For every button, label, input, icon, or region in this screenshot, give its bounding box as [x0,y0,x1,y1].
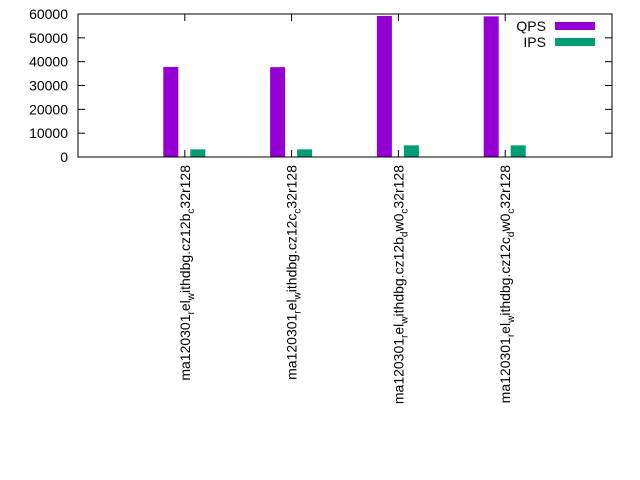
label-subscript: c [506,209,517,214]
label-subscript: r [399,334,410,338]
label-segment: 32r128 [284,165,300,209]
label-prefix: ma120301 [284,313,300,379]
y-tick-label: 0 [60,149,68,165]
y-tick-label: 30000 [29,78,68,94]
y-tick-label: 50000 [29,30,68,46]
bar-qps-0 [163,66,179,157]
label-segment: ithdbg.cz12b [390,237,406,317]
label-segment: 32r128 [497,165,513,209]
label-segment: el [497,323,513,334]
legend-swatch-qps [555,22,595,30]
label-segment: w0 [497,213,513,232]
bar-qps-1 [270,67,286,157]
x-category-label: ma120301relwithdbg.cz12bdw0c32r128 [390,165,410,404]
label-subscript: r [186,310,197,314]
label-subscript: w [293,291,304,300]
y-tick-label: 10000 [29,125,68,141]
label-subscript: c [293,209,304,214]
x-category-label: ma120301relwithdbg.cz12cdw0c32r128 [497,165,517,404]
y-tick-label: 40000 [29,54,68,70]
bar-qps-2 [376,15,392,158]
label-segment: ithdbg.cz12c [497,237,513,316]
label-segment: ithdbg.cz12b [177,213,193,293]
x-category-label: ma120301relwithdbg.cz12cc32r128 [284,165,304,380]
legend-label-ips: IPS [523,34,546,50]
label-subscript: r [506,333,517,337]
bar-ips-2 [403,145,419,157]
label-subscript: w [399,316,410,325]
label-subscript: r [293,310,304,314]
x-category-label: ma120301relwithdbg.cz12bc32r128 [177,165,197,381]
bar-ips-0 [190,149,206,157]
label-segment: 32r128 [390,165,406,209]
label-subscript: c [186,209,197,214]
label-segment: 32r128 [177,165,193,209]
label-subscript: w [186,292,197,301]
bar-ips-1 [297,149,313,157]
label-subscript: d [399,232,410,238]
label-prefix: ma120301 [177,314,193,380]
label-segment: el [390,324,406,335]
label-segment: w0 [390,213,406,232]
label-subscript: d [506,232,517,238]
bars [163,15,526,158]
bar-ips-3 [510,145,526,157]
label-subscript: c [399,209,410,214]
label-prefix: ma120301 [390,338,406,404]
label-segment: el [177,300,193,311]
plot-border [77,13,613,158]
label-prefix: ma120301 [497,337,513,403]
label-segment: ithdbg.cz12c [284,214,300,293]
legend-swatch-ips [555,38,595,46]
y-tick-label: 20000 [29,101,68,117]
legend-label-qps: QPS [516,18,546,34]
label-segment: el [284,299,300,310]
y-tick-label: 60000 [29,6,68,22]
y-axis: 0 10000 20000 30000 40000 50000 60000 [29,6,612,165]
x-axis-labels: ma120301relwithdbg.cz12bc32r128ma120301r… [177,165,517,404]
label-subscript: w [506,315,517,324]
bar-qps-3 [483,16,499,158]
